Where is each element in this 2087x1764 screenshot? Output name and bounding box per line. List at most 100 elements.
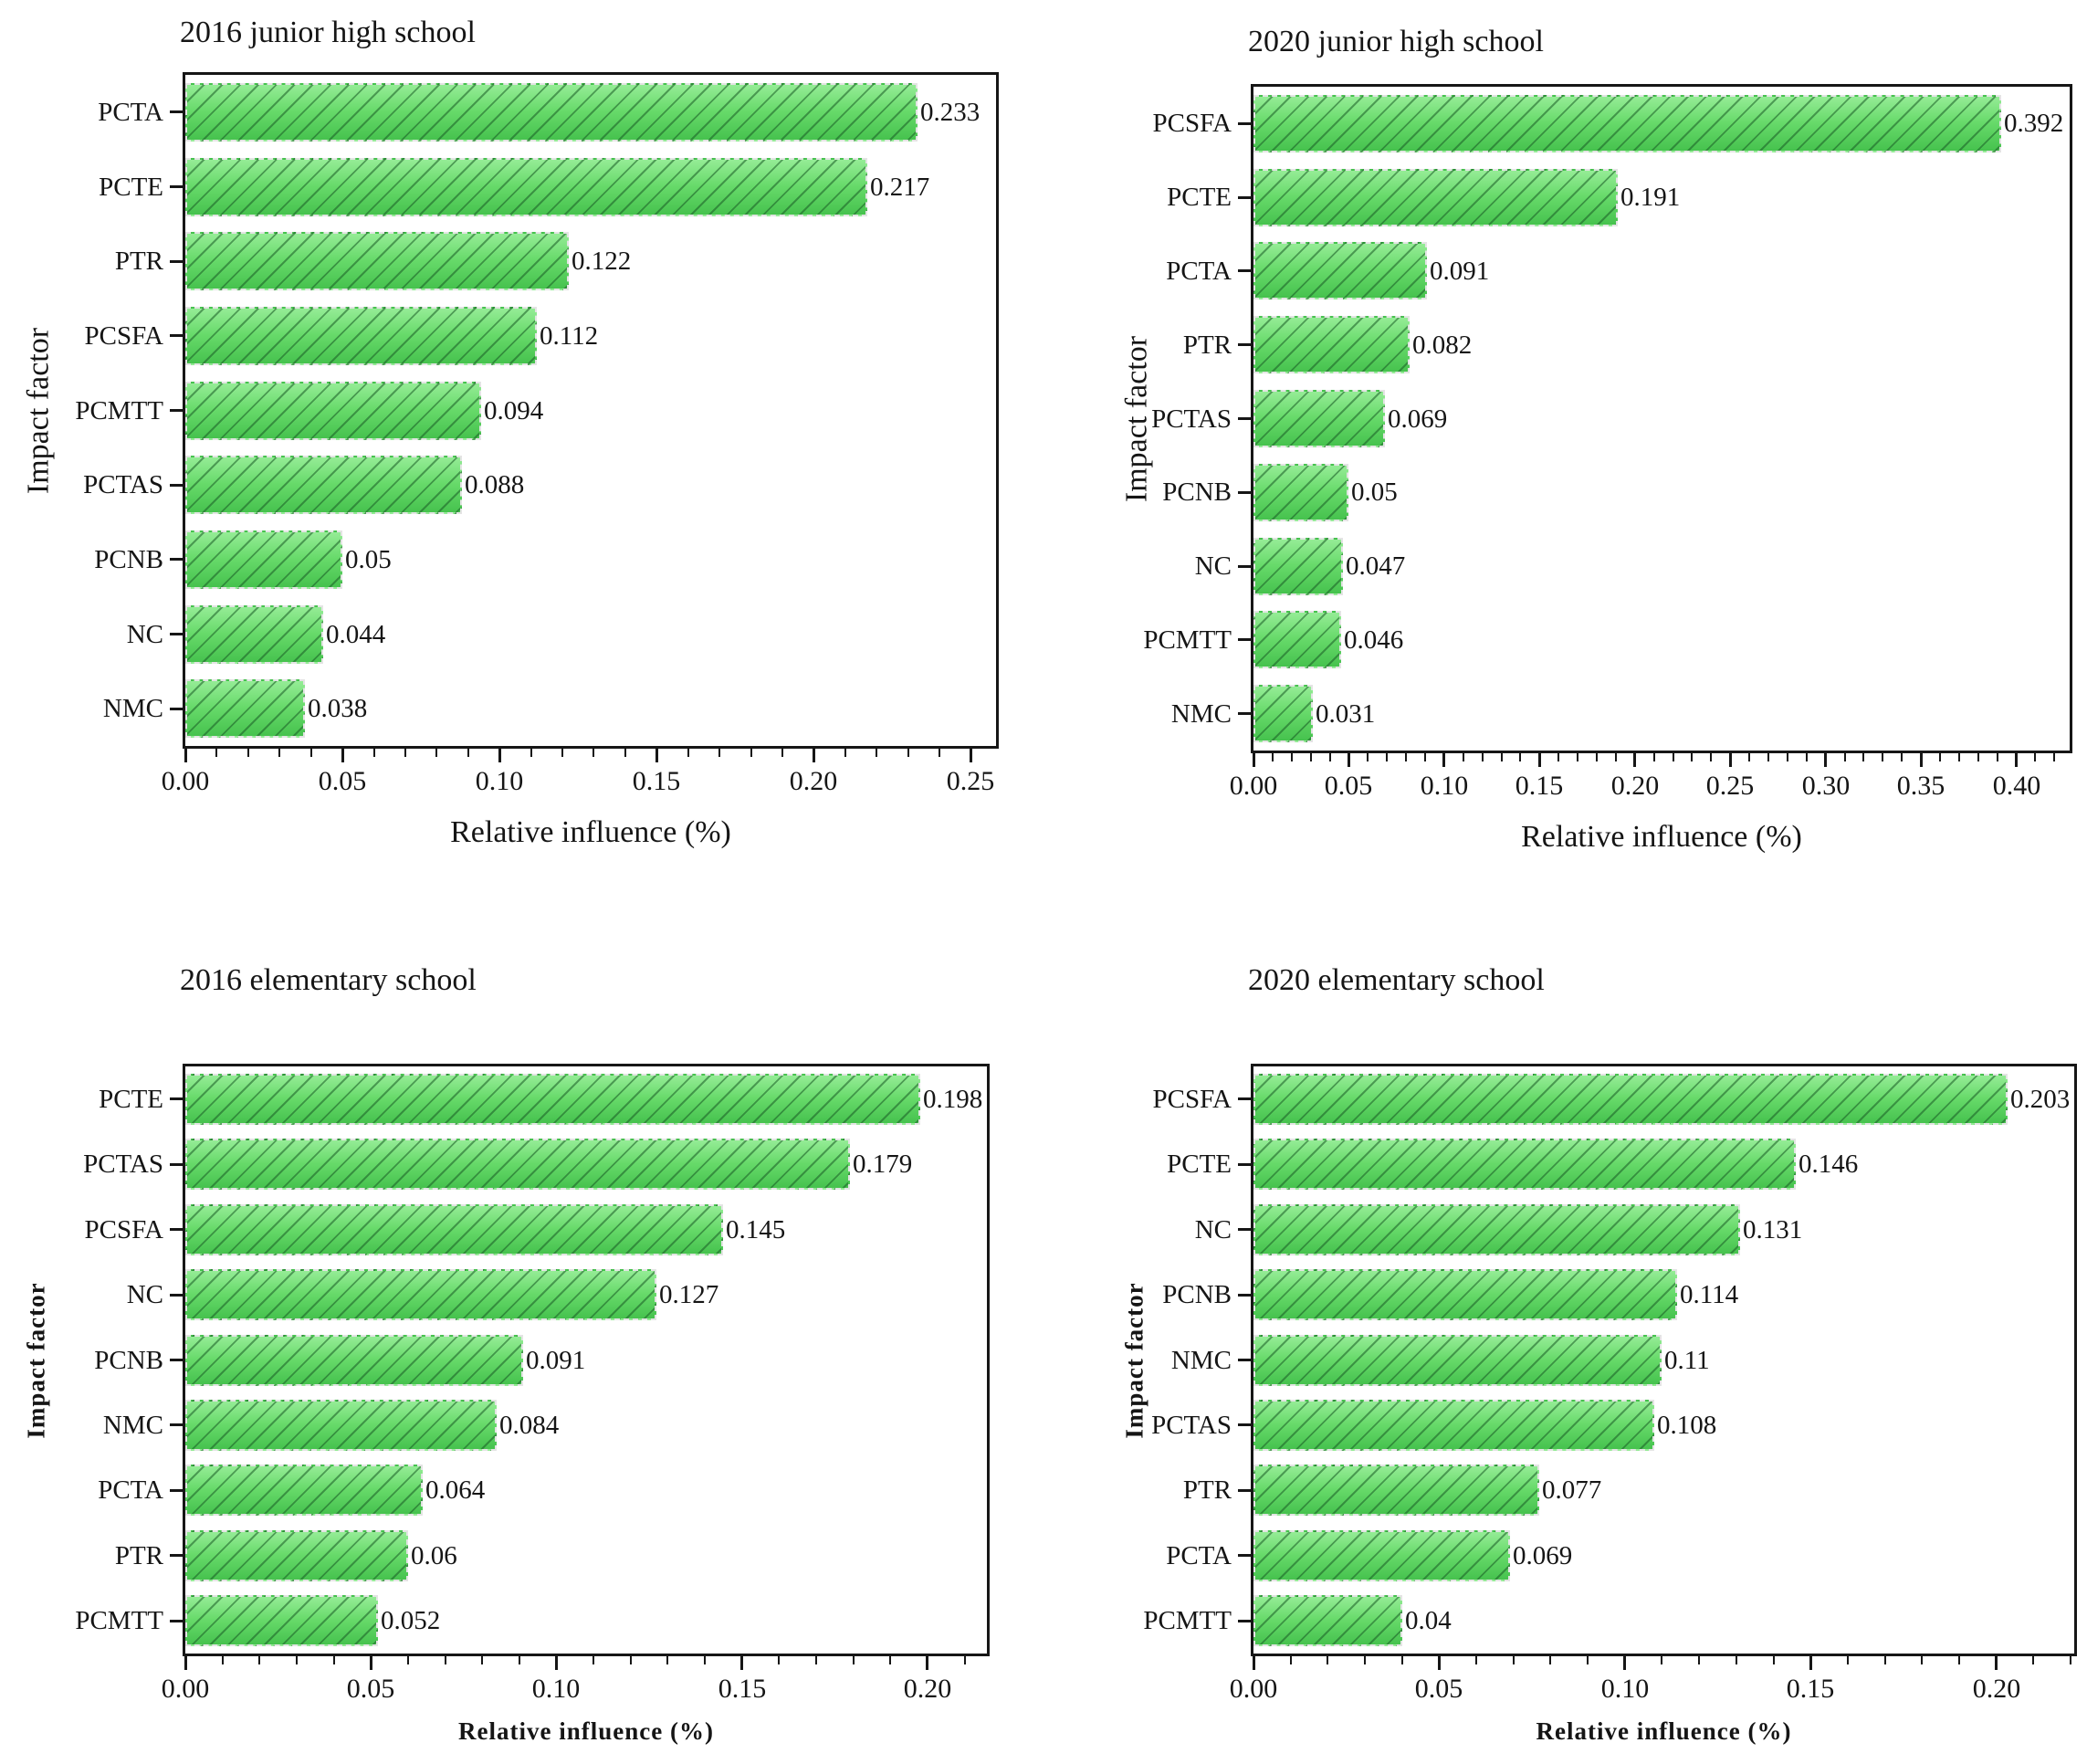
x-major-tick — [1348, 753, 1350, 767]
x-minor-tick — [1884, 1656, 1886, 1664]
x-minor-tick — [1673, 753, 1674, 761]
x-major-tick — [1995, 1656, 1998, 1670]
x-minor-tick — [1653, 753, 1655, 761]
chart-panel: 2016 elementary school Impact factor 0.198… — [0, 882, 1044, 1764]
y-tick — [170, 558, 183, 561]
x-minor-tick — [1691, 753, 1693, 761]
bar-value-label: 0.203 — [2010, 1085, 2071, 1114]
bar — [185, 605, 323, 664]
y-tick — [1238, 1294, 1251, 1297]
x-minor-tick — [519, 1656, 520, 1664]
x-major-tick — [1538, 753, 1541, 767]
category-label: NC — [126, 620, 163, 649]
category-label: PCTAS — [83, 470, 163, 499]
x-major-tick — [1920, 753, 1923, 767]
y-tick — [1238, 1097, 1251, 1100]
x-tick-label: 0.05 — [1324, 771, 1373, 801]
y-tick — [1238, 638, 1251, 641]
bar-value-label: 0.091 — [1430, 257, 1490, 286]
x-tick-label: 0.00 — [161, 1674, 210, 1704]
x-minor-tick — [1386, 753, 1388, 761]
bar-value-label: 0.112 — [540, 321, 599, 351]
x-minor-tick — [296, 1656, 298, 1664]
y-tick — [1238, 712, 1251, 715]
bar-value-label: 0.233 — [920, 98, 981, 127]
y-tick — [170, 1554, 183, 1557]
bar-value-label: 0.088 — [465, 470, 525, 499]
x-minor-tick — [2034, 753, 2036, 761]
bar — [1253, 1400, 1654, 1451]
x-minor-tick — [1291, 753, 1293, 761]
category-label: NMC — [102, 1411, 163, 1440]
category-label: PTR — [114, 247, 163, 276]
x-minor-tick — [530, 749, 532, 757]
x-tick-label: 0.20 — [1972, 1674, 2021, 1704]
bar-value-label: 0.047 — [1346, 551, 1406, 581]
bar — [1253, 464, 1348, 521]
x-minor-tick — [258, 1656, 260, 1664]
category-label: PCTA — [98, 98, 163, 127]
x-major-tick — [655, 749, 658, 762]
x-major-tick — [813, 749, 815, 762]
category-label: PCNB — [1162, 1280, 1232, 1309]
category-label: PCMTT — [1143, 1606, 1232, 1635]
x-minor-tick — [964, 1656, 966, 1664]
bar — [185, 232, 569, 290]
x-major-tick — [341, 749, 344, 762]
bar — [185, 1139, 850, 1190]
x-tick-label: 0.10 — [531, 1674, 581, 1704]
x-minor-tick — [333, 1656, 335, 1664]
x-tick-label: 0.00 — [1229, 1674, 1278, 1704]
chart-title: 2020 elementary school — [1248, 963, 1545, 997]
y-tick — [1238, 1489, 1251, 1492]
category-label: NMC — [1170, 1346, 1232, 1375]
bar-value-label: 0.11 — [1664, 1346, 1710, 1375]
x-minor-tick — [222, 1656, 224, 1664]
y-tick — [170, 1228, 183, 1231]
x-tick-label: 0.10 — [1420, 771, 1469, 801]
chart-title: 2020 junior high school — [1248, 25, 1544, 58]
x-minor-tick — [481, 1656, 483, 1664]
chart-panel: 2020 elementary school Impact factor 0.203… — [1044, 882, 2087, 1764]
x-minor-tick — [373, 749, 375, 757]
category-label: PCMTT — [75, 396, 163, 425]
category-label: PCTA — [98, 1475, 163, 1505]
y-tick — [1238, 1163, 1251, 1166]
x-tick-label: 0.05 — [346, 1674, 395, 1704]
x-minor-tick — [1329, 753, 1331, 761]
x-minor-tick — [593, 749, 594, 757]
x-minor-tick — [1767, 753, 1769, 761]
x-tick-label: 0.15 — [1786, 1674, 1835, 1704]
x-minor-tick — [1773, 1656, 1775, 1664]
x-major-tick — [1824, 753, 1827, 767]
x-tick-label: 0.15 — [718, 1674, 767, 1704]
bar-value-label: 0.052 — [381, 1606, 441, 1635]
bar — [1253, 95, 2001, 152]
x-minor-tick — [2070, 1656, 2071, 1664]
x-minor-tick — [561, 749, 563, 757]
category-label: PCNB — [1162, 478, 1232, 507]
bar — [185, 83, 918, 142]
bar — [185, 1335, 523, 1386]
x-tick-label: 0.10 — [475, 766, 524, 796]
category-label: NC — [1194, 1215, 1232, 1244]
y-tick — [1238, 417, 1251, 420]
bar-value-label: 0.198 — [923, 1085, 983, 1114]
category-label: NMC — [1170, 699, 1232, 729]
y-tick — [170, 484, 183, 487]
x-minor-tick — [1882, 753, 1883, 761]
x-axis-label: Relative influence (%) — [458, 1717, 714, 1745]
x-minor-tick — [1557, 753, 1559, 761]
bar — [185, 1530, 408, 1581]
y-tick — [170, 185, 183, 188]
y-tick — [1238, 1423, 1251, 1426]
bar-value-label: 0.131 — [1743, 1215, 1803, 1244]
x-tick-label: 0.00 — [1229, 771, 1278, 801]
bar-value-label: 0.038 — [308, 694, 368, 723]
x-tick-label: 0.25 — [946, 766, 995, 796]
x-major-tick — [1442, 753, 1445, 767]
x-minor-tick — [1577, 753, 1578, 761]
x-minor-tick — [1587, 1656, 1589, 1664]
x-tick-label: 0.30 — [1801, 771, 1851, 801]
category-label: PCTAS — [1151, 1411, 1232, 1440]
